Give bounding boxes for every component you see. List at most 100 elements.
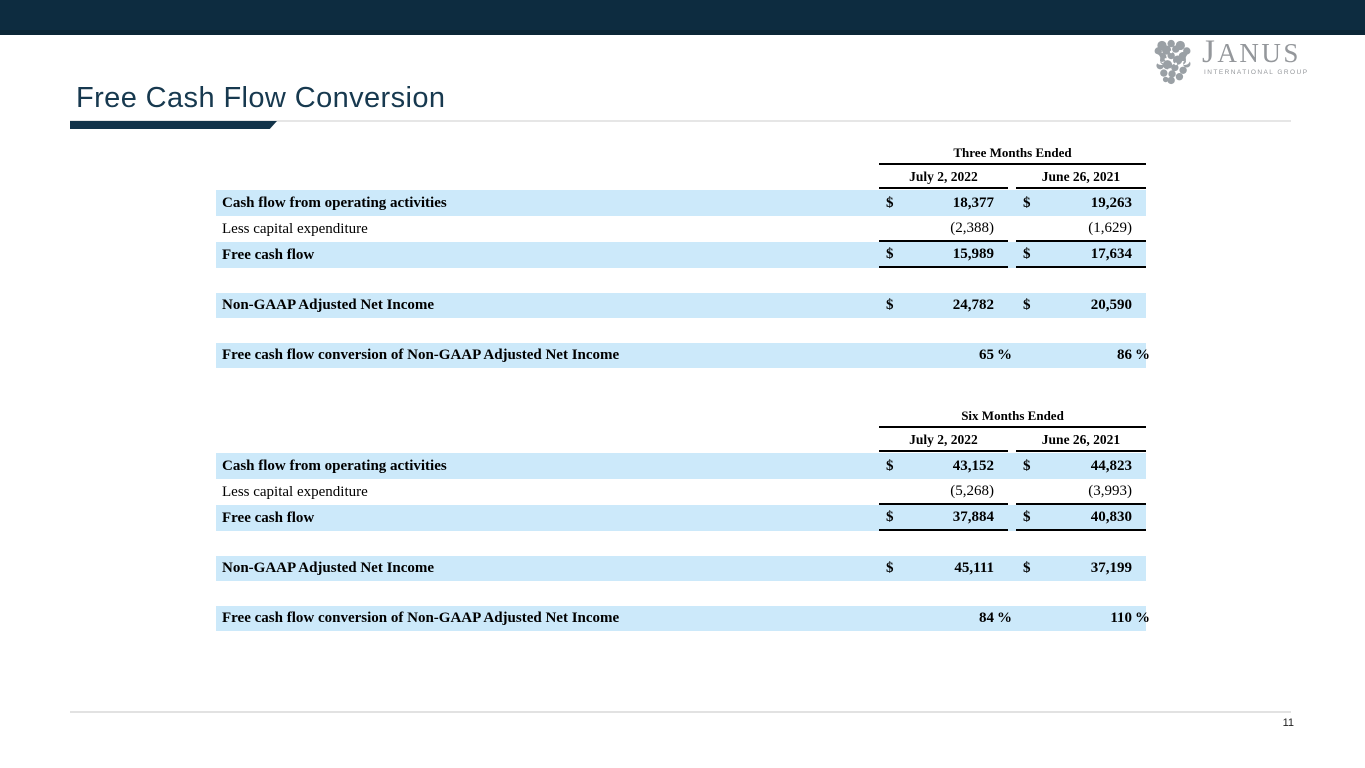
table-row: Non-GAAP Adjusted Net Income $ 45,111 $ … bbox=[216, 556, 1146, 581]
amount: (5,268) bbox=[950, 482, 994, 499]
row-label: Cash flow from operating activities bbox=[222, 194, 447, 211]
amount: 86 bbox=[1117, 347, 1132, 363]
table-row: Free cash flow $ 37,884 $ 40,830 bbox=[216, 505, 1146, 531]
value-cell-2022: 65 % bbox=[879, 343, 1012, 368]
value-cell-2022: $ 15,989 bbox=[879, 242, 1008, 268]
row-spacer bbox=[216, 268, 1146, 293]
amount: 37,199 bbox=[1090, 560, 1132, 576]
amount: 18,377 bbox=[952, 194, 994, 211]
table-row: Free cash flow conversion of Non-GAAP Ad… bbox=[216, 343, 1150, 368]
value-cell-2021: $ 37,199 bbox=[1016, 556, 1146, 581]
column-header-2022: July 2, 2022 bbox=[879, 431, 1008, 452]
column-gap bbox=[1008, 505, 1016, 531]
row-label: Less capital expenditure bbox=[222, 220, 368, 237]
column-gap bbox=[1008, 168, 1016, 189]
unit-suffix: % bbox=[1135, 347, 1150, 363]
row-spacer bbox=[216, 581, 1146, 606]
period-header: Six Months Ended bbox=[879, 408, 1146, 428]
column-gap bbox=[1008, 431, 1016, 452]
row-spacer bbox=[216, 318, 1146, 343]
period-header: Three Months Ended bbox=[879, 145, 1146, 165]
currency-symbol: $ bbox=[886, 508, 894, 525]
amount: 45,111 bbox=[954, 560, 994, 576]
column-header-2021: June 26, 2021 bbox=[1016, 431, 1146, 452]
currency-symbol: $ bbox=[1023, 194, 1031, 211]
amount: 65 bbox=[979, 347, 994, 363]
column-headers: July 2, 2022 June 26, 2021 bbox=[879, 168, 1146, 189]
value-cell-2021: 110 % bbox=[1016, 606, 1150, 631]
unit-suffix: % bbox=[997, 347, 1012, 363]
logo-brand-name: JANUS bbox=[1202, 34, 1301, 70]
row-label: Non-GAAP Adjusted Net Income bbox=[222, 297, 435, 313]
amount: (3,993) bbox=[1088, 482, 1132, 499]
column-gap bbox=[1008, 190, 1016, 216]
value-cell-2022: $ 18,377 bbox=[879, 190, 1008, 216]
row-label: Free cash flow bbox=[222, 246, 315, 263]
amount: 24,782 bbox=[952, 297, 994, 313]
amount: 15,989 bbox=[952, 245, 994, 262]
currency-symbol: $ bbox=[886, 457, 894, 474]
amount: (2,388) bbox=[950, 219, 994, 236]
table-row: Cash flow from operating activities $ 43… bbox=[216, 453, 1146, 479]
logo-tagline: INTERNATIONAL GROUP bbox=[1204, 69, 1309, 76]
row-label: Cash flow from operating activities bbox=[222, 457, 447, 474]
page-title: Free Cash Flow Conversion bbox=[76, 82, 446, 114]
page-number: 11 bbox=[1282, 717, 1294, 729]
currency-symbol: $ bbox=[1023, 245, 1031, 262]
column-gap bbox=[1008, 479, 1016, 505]
row-label: Non-GAAP Adjusted Net Income bbox=[222, 560, 435, 576]
value-cell-2022: $ 45,111 bbox=[879, 556, 1008, 581]
footer-divider-line bbox=[70, 711, 1291, 713]
title-accent-underline bbox=[70, 121, 277, 129]
amount: 40,830 bbox=[1090, 508, 1132, 525]
table-row: Cash flow from operating activities $ 18… bbox=[216, 190, 1146, 216]
amount: 37,884 bbox=[952, 508, 994, 525]
value-cell-2022: (2,388) bbox=[879, 216, 1008, 242]
value-cell-2022: $ 24,782 bbox=[879, 293, 1008, 318]
column-header-2021: June 26, 2021 bbox=[1016, 168, 1146, 189]
row-label: Free cash flow conversion of Non-GAAP Ad… bbox=[222, 610, 620, 626]
column-gap bbox=[1008, 216, 1016, 242]
top-accent-bar bbox=[0, 0, 1365, 35]
currency-symbol: $ bbox=[1023, 297, 1031, 313]
column-gap bbox=[1008, 293, 1016, 318]
row-spacer bbox=[216, 531, 1146, 556]
amount: (1,629) bbox=[1088, 219, 1132, 236]
value-cell-2021: (3,993) bbox=[1016, 479, 1146, 505]
table-row: Free cash flow conversion of Non-GAAP Ad… bbox=[216, 606, 1150, 631]
table-row: Less capital expenditure (5,268) (3,993) bbox=[216, 479, 1146, 505]
currency-symbol: $ bbox=[1023, 560, 1031, 576]
janus-two-faced-head-icon bbox=[1154, 39, 1191, 85]
currency-symbol: $ bbox=[886, 245, 894, 262]
unit-suffix: % bbox=[997, 610, 1012, 626]
row-label: Less capital expenditure bbox=[222, 483, 368, 500]
table-rows: Cash flow from operating activities $ 18… bbox=[216, 190, 1150, 368]
amount: 20,590 bbox=[1090, 297, 1132, 313]
currency-symbol: $ bbox=[886, 297, 894, 313]
title-divider-line bbox=[70, 120, 1291, 122]
column-header-2022: July 2, 2022 bbox=[879, 168, 1008, 189]
table-rows: Cash flow from operating activities $ 43… bbox=[216, 453, 1150, 631]
currency-symbol: $ bbox=[886, 194, 894, 211]
value-cell-2021: $ 40,830 bbox=[1016, 505, 1146, 531]
column-gap bbox=[1008, 453, 1016, 479]
column-gap bbox=[1008, 606, 1016, 631]
amount: 110 bbox=[1110, 610, 1132, 626]
table-row: Less capital expenditure (2,388) (1,629) bbox=[216, 216, 1146, 242]
amount: 43,152 bbox=[952, 457, 994, 474]
value-cell-2021: $ 17,634 bbox=[1016, 242, 1146, 268]
value-cell-2021: $ 44,823 bbox=[1016, 453, 1146, 479]
currency-symbol: $ bbox=[886, 560, 894, 576]
table-row: Non-GAAP Adjusted Net Income $ 24,782 $ … bbox=[216, 293, 1146, 318]
value-cell-2022: (5,268) bbox=[879, 479, 1008, 505]
table-row: Free cash flow $ 15,989 $ 17,634 bbox=[216, 242, 1146, 268]
value-cell-2022: 84 % bbox=[879, 606, 1012, 631]
row-label: Free cash flow conversion of Non-GAAP Ad… bbox=[222, 347, 620, 363]
currency-symbol: $ bbox=[1023, 457, 1031, 474]
value-cell-2022: $ 37,884 bbox=[879, 505, 1008, 531]
janus-logo: JANUS INTERNATIONAL GROUP bbox=[1150, 37, 1307, 85]
unit-suffix: % bbox=[1135, 610, 1150, 626]
currency-symbol: $ bbox=[1023, 508, 1031, 525]
amount: 84 bbox=[979, 610, 994, 626]
row-label: Free cash flow bbox=[222, 509, 315, 526]
